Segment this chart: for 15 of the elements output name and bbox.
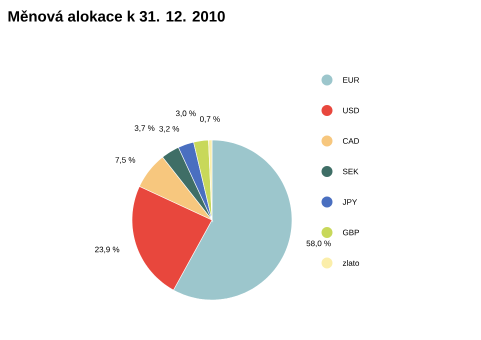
legend-label: GBP bbox=[342, 230, 360, 236]
legend-label: CAD bbox=[342, 138, 360, 144]
data-label: 3,2 % bbox=[159, 126, 180, 133]
legend-label: USD bbox=[343, 108, 360, 114]
legend-label: EUR bbox=[343, 77, 360, 83]
data-label: 58,0 % bbox=[306, 240, 331, 248]
legend-label: JPY bbox=[342, 199, 358, 205]
legend-label: zlato bbox=[342, 260, 360, 266]
data-label: 3,7 % bbox=[134, 125, 154, 132]
data-label: 0,7 % bbox=[200, 116, 220, 123]
chart-title: Měnová alokace k 31. 12. 2010 bbox=[8, 10, 225, 22]
data-label: 7,5 % bbox=[115, 157, 136, 164]
data-label: 23,9 % bbox=[95, 246, 120, 254]
legend-label: SEK bbox=[342, 168, 358, 174]
data-label: 3,0 % bbox=[176, 110, 196, 118]
